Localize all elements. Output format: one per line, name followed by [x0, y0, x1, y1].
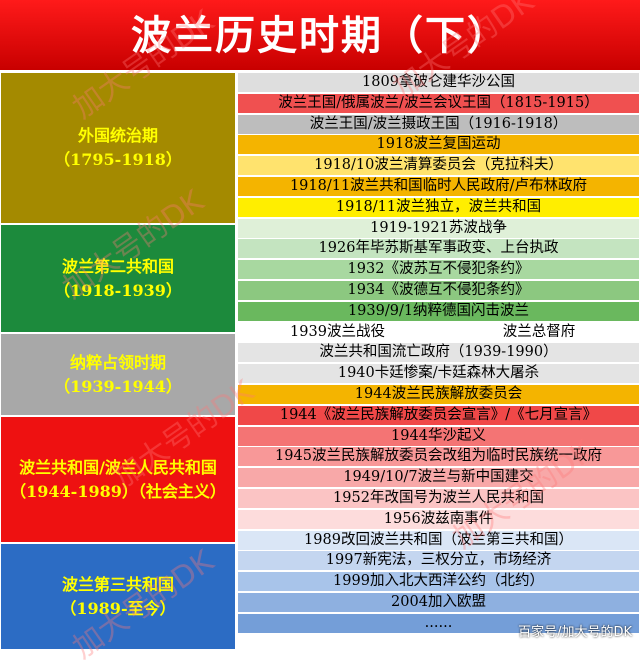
event-row: 1809拿破仑建华沙公国 — [237, 72, 640, 93]
period-name: 波兰第二共和国 — [61, 256, 174, 276]
period-name: 波兰共和国/波兰人民共和国 — [19, 457, 217, 477]
event-row: 1918/11波兰独立，波兰共和国 — [237, 196, 640, 218]
period-years: （1939-1944） — [54, 376, 182, 396]
event-row: 1949/10/7波兰与新中国建交 — [237, 467, 640, 489]
event-row: 1944华沙起义 — [237, 425, 640, 447]
event-row: 波兰王国/波兰摄政王国（1916-1918） — [237, 113, 640, 135]
period-third-republic: 波兰第三共和国 （1989-至今） — [0, 543, 236, 650]
period-years: （1944-1989）（社会主义） — [10, 481, 226, 501]
event-row: ...... — [237, 612, 640, 634]
event-row: 1945波兰民族解放委员会改组为临时民族统一政府 — [237, 446, 640, 468]
event-row: 1952年改国号为波兰人民共和国 — [237, 488, 640, 509]
event-row: 1918/10波兰清算委员会（克拉科夫） — [237, 155, 640, 177]
event-row: 1926年毕苏斯基军事政变、上台执政 — [237, 238, 640, 260]
event-row: 1934《波德互不侵犯条约》 — [237, 280, 640, 301]
event-row: 1989改回波兰共和国（波兰第三共和国） — [237, 529, 640, 551]
period-second-republic: 波兰第二共和国 （1918-1939） — [0, 224, 236, 333]
period-name: 纳粹占领时期 — [69, 352, 166, 372]
event-row: 1944《波兰民族解放委员会宣言》/《七月宣言》 — [237, 404, 640, 426]
event-row: 波兰王国/俄属波兰/波兰会议王国（1815-1915） — [237, 92, 640, 114]
period-nazi-occupation: 纳粹占领时期 （1939-1944） — [0, 333, 236, 416]
event-row: 1919-1921苏波战争 — [237, 217, 640, 239]
event-row: 1997新宪法，三权分立，市场经济 — [237, 550, 640, 572]
page-title: 波兰历史时期（下） — [0, 0, 640, 72]
event-row: 1939/9/1纳粹德国闪击波兰 — [237, 300, 640, 322]
period-name: 波兰第三共和国 — [61, 574, 174, 594]
event-row: 1918波兰复国运动 — [237, 134, 640, 156]
event-row: 1956波兹南事件 — [237, 508, 640, 530]
event-row: 1944波兰民族解放委员会 — [237, 384, 640, 405]
period-years: （1918-1939） — [54, 280, 182, 300]
event-row-split-right: 波兰总督府 — [438, 321, 640, 343]
event-row: 1940卡廷惨案/卡廷森林大屠杀 — [237, 363, 640, 385]
event-row: 2004加入欧盟 — [237, 592, 640, 613]
event-row: 波兰共和国流亡政府（1939-1990） — [237, 342, 640, 364]
event-row: 1918/11波兰共和国临时人民政府/卢布林政府 — [237, 176, 640, 197]
period-name: 外国统治期 — [77, 126, 158, 145]
period-years: （1795-1918） — [54, 150, 182, 169]
watermark: 百家号/加大号的DK — [518, 625, 632, 640]
event-row: 1999加入北大西洋公约（北约） — [237, 571, 640, 593]
period-years: （1989-至今） — [60, 598, 176, 618]
period-peoples-republic: 波兰共和国/波兰人民共和国 （1944-1989）（社会主义） — [0, 416, 236, 543]
period-foreign-rule: 外国统治期 （1795-1918） — [0, 72, 236, 224]
event-row: 1932《波苏互不侵犯条约》 — [237, 259, 640, 281]
event-row-split-left: 1939波兰战役 — [237, 321, 438, 343]
